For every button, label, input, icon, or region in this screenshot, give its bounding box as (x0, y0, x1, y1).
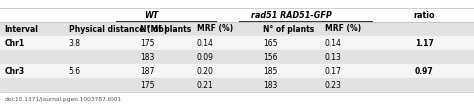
Bar (0, 0, 474, 22)
Text: 183: 183 (263, 80, 277, 89)
Text: N° of plants: N° of plants (140, 24, 191, 33)
Text: 0.14: 0.14 (197, 38, 214, 47)
Text: Physical distance (Mb): Physical distance (Mb) (69, 24, 167, 33)
Text: Chr1: Chr1 (5, 38, 25, 47)
Text: 5.6: 5.6 (69, 66, 81, 75)
Text: N° of plants: N° of plants (263, 24, 314, 33)
Bar (0, 78, 474, 92)
Text: 0.14: 0.14 (325, 38, 342, 47)
Bar (0, 36, 474, 50)
Text: ratio: ratio (413, 11, 435, 20)
Text: 1.17: 1.17 (415, 38, 434, 47)
Text: 185: 185 (263, 66, 277, 75)
Text: Chr3: Chr3 (5, 66, 25, 75)
Bar (0, 92, 474, 106)
Text: doi:10.1371/journal.pgen.1003787.t001: doi:10.1371/journal.pgen.1003787.t001 (5, 98, 122, 103)
Text: 0.21: 0.21 (197, 80, 213, 89)
Text: 3.8: 3.8 (69, 38, 81, 47)
Text: 156: 156 (263, 52, 278, 61)
Text: MRF (%): MRF (%) (325, 24, 361, 33)
Text: 0.23: 0.23 (325, 80, 342, 89)
Text: rad51 RAD51-GFP: rad51 RAD51-GFP (251, 11, 332, 20)
Bar (0, 64, 474, 78)
Bar (0, 22, 474, 36)
Text: 187: 187 (140, 66, 154, 75)
Text: WT: WT (145, 11, 159, 20)
Text: 0.20: 0.20 (197, 66, 214, 75)
Text: 0.97: 0.97 (415, 66, 434, 75)
Bar (0, 50, 474, 64)
Text: 175: 175 (140, 80, 155, 89)
Text: MRF (%): MRF (%) (197, 24, 233, 33)
Text: 183: 183 (140, 52, 154, 61)
Text: 0.09: 0.09 (197, 52, 214, 61)
Text: 0.17: 0.17 (325, 66, 342, 75)
Text: Interval: Interval (5, 24, 38, 33)
Text: 175: 175 (140, 38, 155, 47)
Text: 165: 165 (263, 38, 278, 47)
Text: 0.13: 0.13 (325, 52, 342, 61)
